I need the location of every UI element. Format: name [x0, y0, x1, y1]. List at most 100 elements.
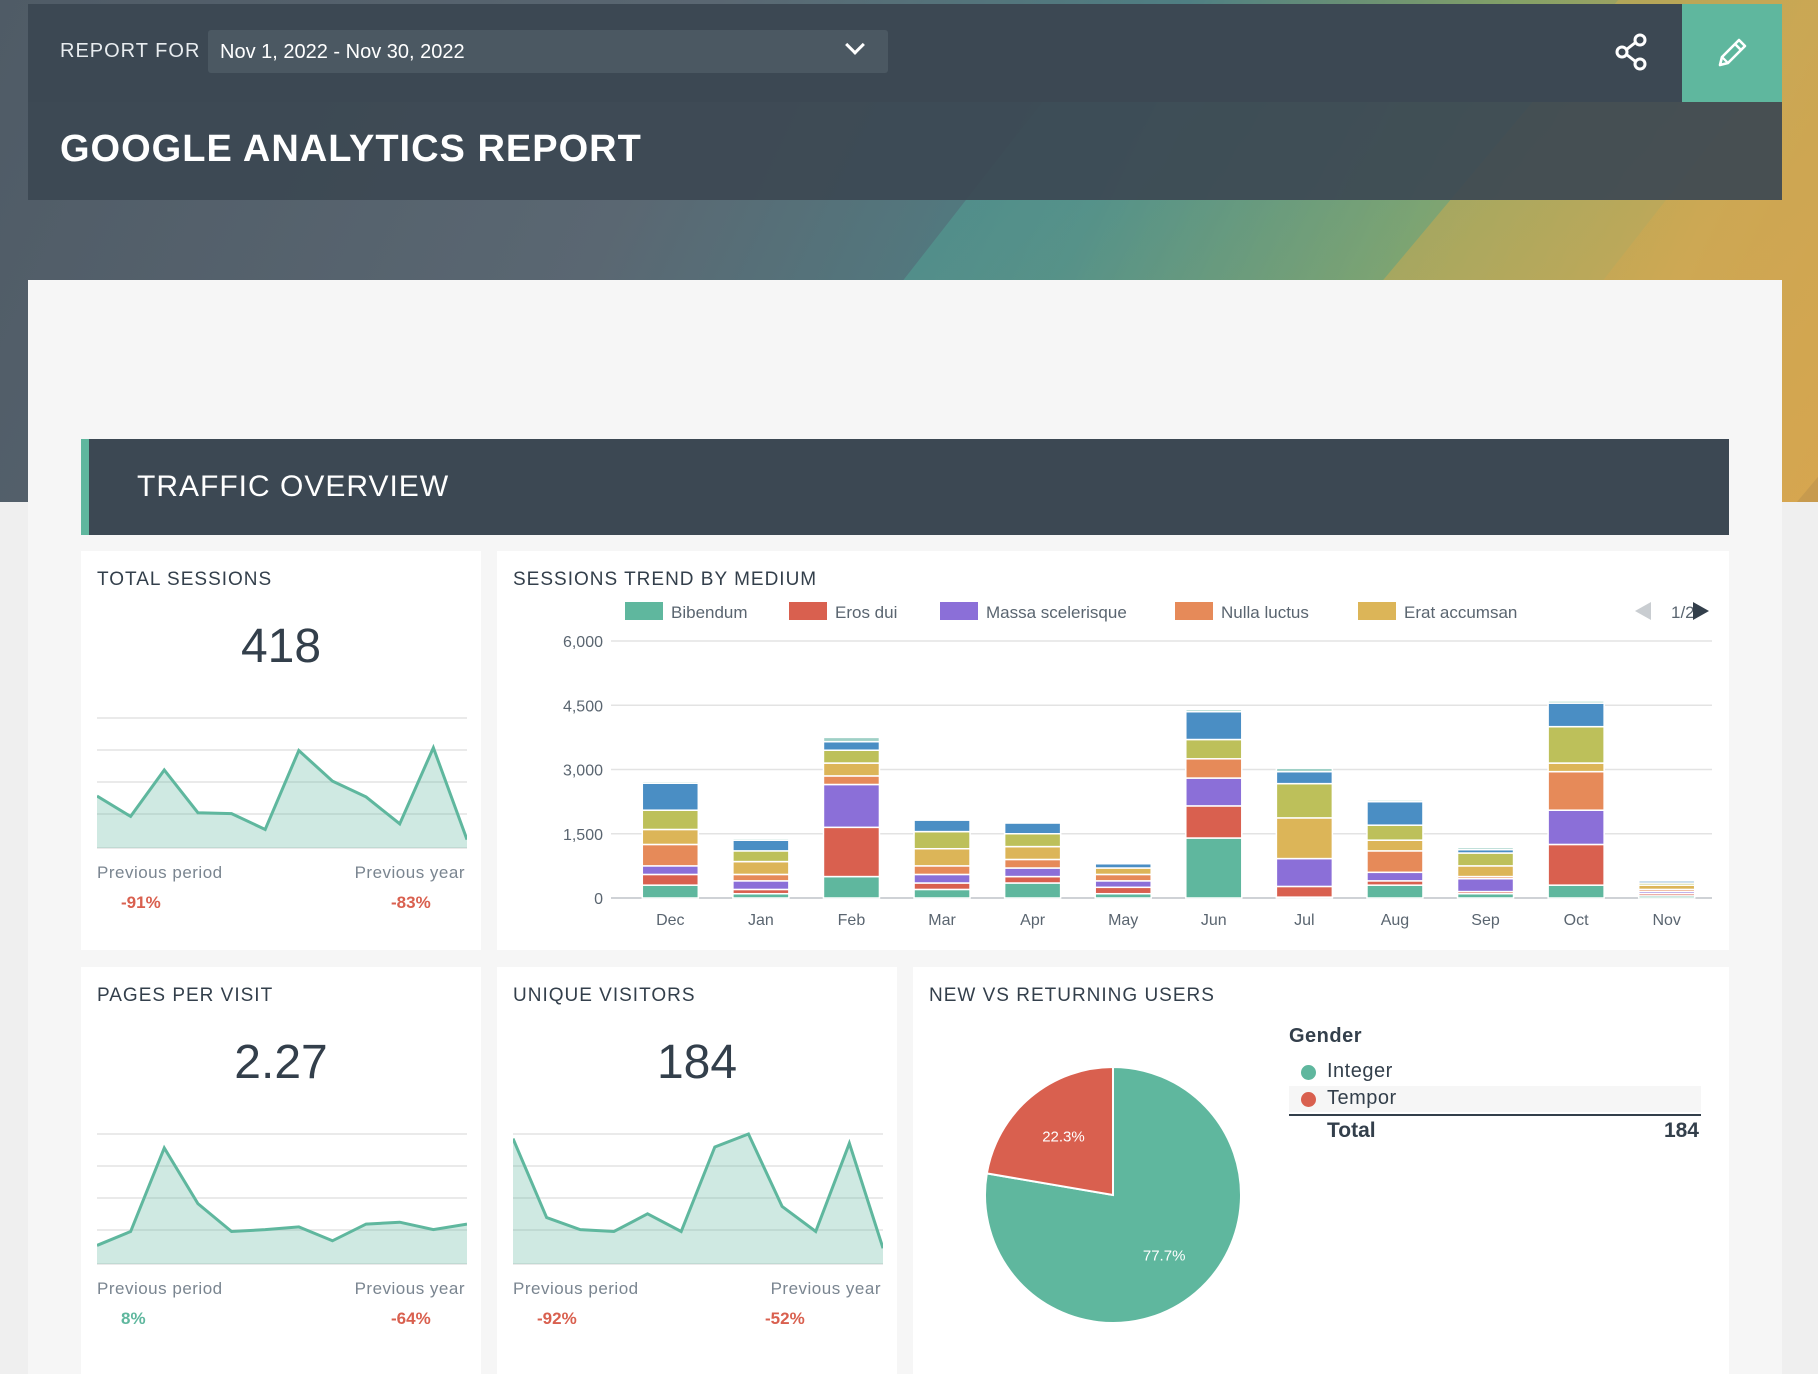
bar-segment[interactable]: [1547, 762, 1605, 773]
bar-segment[interactable]: [1275, 857, 1334, 888]
bar-segment[interactable]: [913, 882, 971, 891]
bar-segment[interactable]: [732, 837, 790, 841]
bar-segment[interactable]: [1275, 782, 1334, 819]
bar-segment[interactable]: [1547, 700, 1605, 704]
bar-segment[interactable]: [1275, 885, 1334, 898]
bar-segment[interactable]: [1094, 867, 1152, 876]
bar-segment[interactable]: [1366, 850, 1424, 874]
bar-segment[interactable]: [1003, 845, 1062, 861]
bar-segment[interactable]: [1547, 843, 1605, 886]
sessions-trend-chart: 0 1,500 3,000 4,500 6,000 Bibendum Eros dui Mas…: [563, 602, 1712, 929]
bar-segment[interactable]: [1547, 725, 1605, 764]
bar-segment[interactable]: [732, 873, 790, 882]
pie-legend-item[interactable]: Integer: [1289, 1059, 1701, 1085]
bar-segment[interactable]: [1456, 877, 1515, 893]
bar-segment[interactable]: [1094, 873, 1152, 882]
legend-swatch: [940, 602, 978, 620]
bar-segment[interactable]: [1275, 817, 1334, 860]
bar-segment[interactable]: [1366, 824, 1424, 841]
bar-segment[interactable]: [1366, 799, 1424, 803]
bar-segment[interactable]: [641, 843, 700, 867]
previous-period-label: Previous period: [97, 863, 223, 882]
bar-segment[interactable]: [1275, 767, 1334, 773]
y-tick-label: 0: [594, 891, 603, 908]
bar-segment[interactable]: [1094, 861, 1152, 865]
bar-segment[interactable]: [1003, 822, 1062, 835]
bar-segment[interactable]: [732, 880, 790, 891]
pager-prev-icon[interactable]: [1635, 602, 1651, 620]
bar-segment[interactable]: [1366, 871, 1424, 882]
bar-segment[interactable]: [1003, 867, 1062, 878]
bar-segment[interactable]: [913, 865, 971, 876]
pie-legend-item[interactable]: Tempor: [1289, 1086, 1701, 1112]
bar-segment[interactable]: [822, 749, 881, 764]
bar-segment[interactable]: [1185, 708, 1243, 713]
bar-segment[interactable]: [1547, 884, 1605, 899]
bar-segment[interactable]: [822, 740, 881, 751]
bar-segment[interactable]: [1094, 886, 1152, 895]
bar-segment[interactable]: [641, 782, 700, 811]
pencil-icon[interactable]: [1712, 33, 1752, 73]
bar-segment[interactable]: [641, 873, 700, 886]
bar-segment[interactable]: [822, 736, 881, 743]
bar-segment[interactable]: [822, 826, 881, 878]
bar-segment[interactable]: [641, 884, 700, 899]
bar-segment[interactable]: [1185, 805, 1243, 839]
bar-segment[interactable]: [641, 865, 700, 876]
bar-segment[interactable]: [641, 809, 700, 831]
bar-segment[interactable]: [913, 873, 971, 884]
share-icon[interactable]: [1612, 30, 1652, 74]
bar-segment[interactable]: [1366, 884, 1424, 899]
bar-segment[interactable]: [732, 860, 790, 876]
chevron-down-icon[interactable]: [845, 35, 865, 55]
bar-segment[interactable]: [1275, 770, 1334, 785]
bar-segment[interactable]: [1185, 710, 1243, 741]
bar-segment[interactable]: [732, 850, 790, 863]
bar-segment[interactable]: [641, 780, 700, 784]
bar-segment[interactable]: [1185, 777, 1243, 807]
bar-segment[interactable]: [1547, 809, 1605, 846]
bar-segment[interactable]: [1366, 800, 1424, 826]
pie-slice-label: 77.7%: [1143, 1248, 1186, 1265]
pie-slice[interactable]: [985, 1065, 1114, 1197]
bar-segment[interactable]: [1637, 878, 1696, 882]
bar-segment[interactable]: [1003, 882, 1062, 899]
bar-segment[interactable]: [1456, 865, 1515, 878]
edit-button[interactable]: [1682, 4, 1782, 102]
previous-year-change: -83%: [391, 893, 431, 912]
bar-segment[interactable]: [913, 819, 971, 833]
bar-segment[interactable]: [913, 818, 971, 821]
date-range-select[interactable]: Nov 1, 2022 - Nov 30, 2022: [208, 30, 888, 73]
bar-segment[interactable]: [913, 888, 971, 899]
bar-segment[interactable]: [1366, 839, 1424, 852]
sparkline-area: [97, 1147, 467, 1264]
legend-swatch: [1175, 602, 1213, 620]
bar-segment[interactable]: [1456, 846, 1515, 851]
legend-label: Nulla luctus: [1221, 603, 1309, 622]
bar-segment[interactable]: [822, 775, 881, 786]
bar-segment[interactable]: [1185, 837, 1243, 899]
bar-segment[interactable]: [822, 762, 881, 777]
bar-segment[interactable]: [1547, 770, 1605, 811]
section-title: TRAFFIC OVERVIEW: [137, 470, 450, 503]
bar-segment[interactable]: [641, 828, 700, 846]
bar-segment[interactable]: [913, 847, 971, 867]
bar-segment[interactable]: [1003, 875, 1062, 884]
bar-segment[interactable]: [822, 783, 881, 829]
share-button[interactable]: [1612, 30, 1652, 74]
legend-swatch: [625, 602, 663, 620]
bar-segment[interactable]: [1547, 702, 1605, 728]
bar-segment[interactable]: [732, 839, 790, 852]
bar-segment[interactable]: [1185, 738, 1243, 760]
y-tick-label: 1,500: [563, 827, 603, 844]
bar-segment[interactable]: [1094, 880, 1152, 889]
pager-next-icon[interactable]: [1693, 602, 1709, 620]
bar-segment[interactable]: [1003, 858, 1062, 869]
card-title: PAGES PER VISIT: [97, 985, 274, 1006]
x-tick-label: Nov: [1652, 912, 1680, 929]
bar-segment[interactable]: [1456, 852, 1515, 867]
bar-segment[interactable]: [1185, 758, 1243, 779]
bar-segment[interactable]: [913, 830, 971, 850]
bar-segment[interactable]: [1003, 833, 1062, 848]
bar-segment[interactable]: [822, 875, 881, 899]
